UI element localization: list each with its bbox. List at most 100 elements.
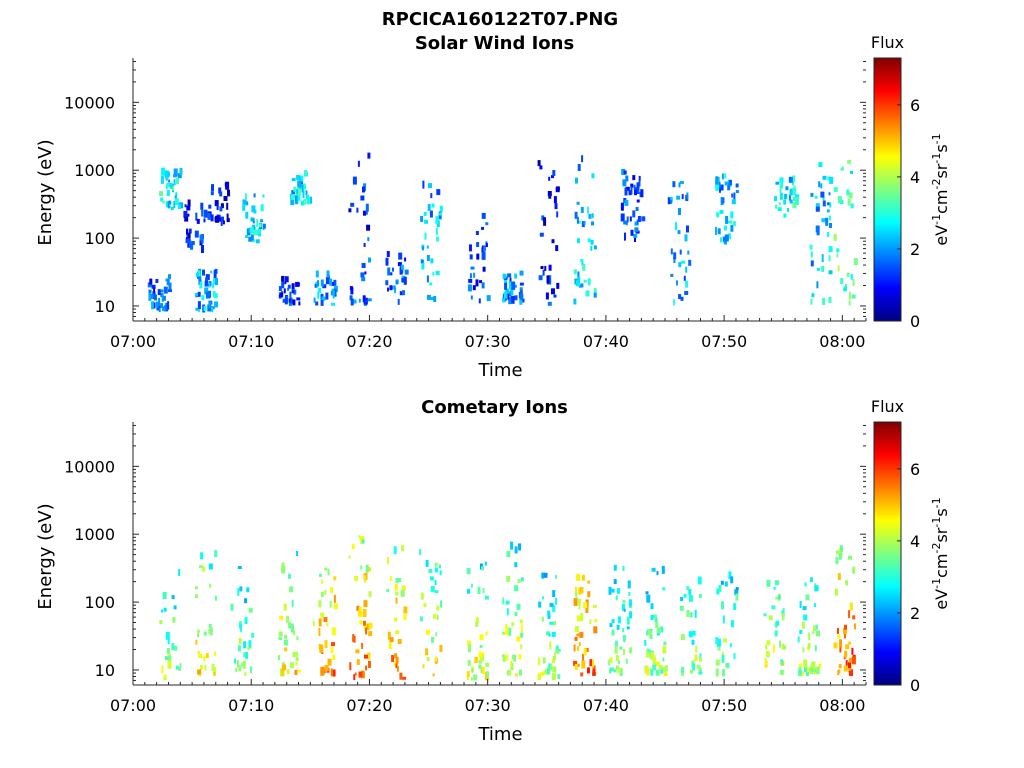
flux-cell [428,183,432,189]
y-tick-label: 1000 [74,525,115,544]
flux-cell [367,152,371,159]
flux-cell [320,299,324,306]
flux-cell [715,668,719,677]
flux-cell [502,298,506,303]
flux-cell [577,220,581,224]
flux-cell [731,620,734,628]
flux-cell [195,586,198,590]
flux-cell [838,669,841,674]
flux-cell [848,662,851,669]
flux-cell [251,205,256,213]
flux-cell [623,649,625,655]
flux-cell [420,259,423,264]
flux-cell [394,583,398,591]
flux-cell [592,665,596,671]
flux-cell [421,246,424,251]
flux-cell [358,535,361,539]
flux-cell [167,172,170,177]
flux-cell [481,666,485,674]
flux-cell [837,573,841,581]
flux-cell [809,244,813,250]
flux-cell [801,621,805,629]
flux-cell [235,667,238,672]
flux-cell [810,578,813,583]
flux-cell [505,627,509,636]
flux-cell [804,582,807,587]
flux-cell [188,228,192,234]
flux-cell [840,167,844,171]
flux-cell [799,601,802,608]
flux-cell [331,627,336,636]
flux-cell [172,185,175,191]
flux-cell [288,573,291,579]
flux-cell [726,663,730,668]
flux-cell [290,298,293,304]
flux-cell [401,585,406,591]
colorbar-tick-label: 0 [910,676,920,695]
flux-cell [168,655,172,663]
flux-cell [359,620,363,625]
flux-cell [543,572,548,578]
flux-cell [626,216,629,223]
flux-cell [432,673,435,677]
flux-cell [650,668,654,676]
flux-cell [333,576,337,581]
flux-cell [439,570,442,576]
flux-cell [715,637,719,645]
flux-cell [174,198,177,204]
flux-cell [167,301,170,310]
flux-cell [681,260,685,264]
flux-cell [646,648,651,654]
flux-cell [310,196,312,204]
flux-cell [544,265,547,271]
flux-cell [296,189,299,194]
flux-cell [698,594,702,598]
flux-cell [212,283,215,289]
flux-cell [620,202,624,211]
flux-cell [435,632,438,637]
flux-cell [506,608,509,616]
flux-cell [468,278,473,283]
flux-cell [481,251,486,260]
flux-cell [775,204,778,209]
flux-cell [318,618,322,627]
flux-cell [401,264,405,270]
flux-cell [481,566,484,571]
flux-cell [592,604,597,608]
flux-cell [173,201,176,208]
flux-cell [730,211,734,219]
flux-cell [469,254,473,260]
flux-cell [636,219,639,225]
flux-cell [783,199,787,205]
flux-cell [549,602,554,607]
flux-cell [617,616,621,624]
flux-cell [575,586,577,595]
x-tick-label: 07:50 [701,332,747,351]
flux-cell [203,218,206,223]
flux-cell [850,203,854,209]
flux-cell [783,645,787,650]
flux-cell [627,580,631,589]
flux-cell [542,671,546,676]
flux-cell [388,272,393,276]
flux-cell [330,647,334,654]
flux-cell [506,575,511,582]
flux-cell [848,192,853,199]
flux-cell [510,295,515,304]
flux-cell [575,177,578,184]
flux-cell [363,297,368,304]
flux-cell [387,631,391,640]
flux-cell [516,636,521,642]
flux-cell [157,289,161,296]
flux-cell [247,232,251,236]
flux-cell [289,662,294,669]
flux-cell [284,647,288,652]
flux-cell [296,174,301,180]
flux-cell [573,644,576,652]
flux-cell [501,631,505,635]
flux-cell [580,672,584,677]
flux-cell [593,292,597,298]
flux-cell [481,226,484,230]
flux-cell [295,657,299,662]
flux-cell [683,593,687,598]
